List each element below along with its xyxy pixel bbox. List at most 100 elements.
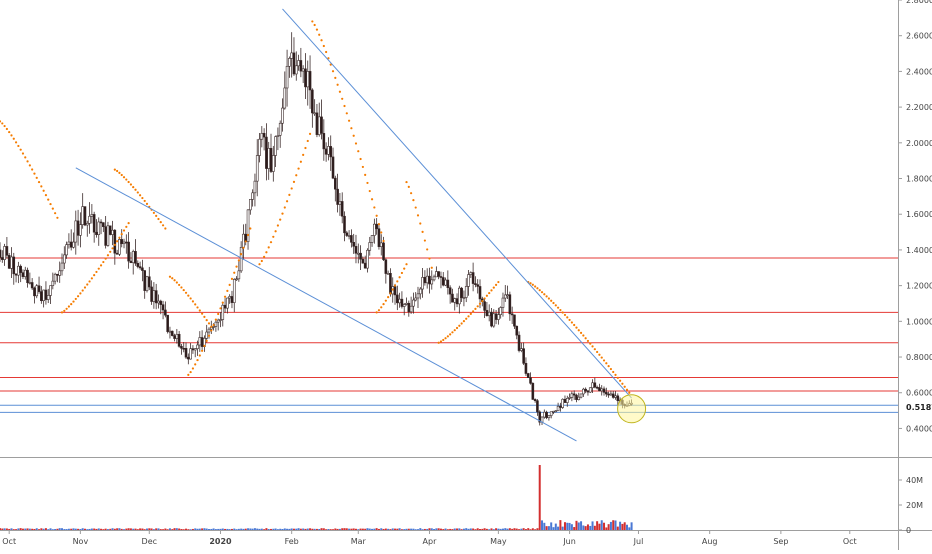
volume-bar xyxy=(616,526,619,530)
sar-dot xyxy=(628,391,631,394)
volume-bar xyxy=(596,521,599,530)
sar-dot xyxy=(405,263,408,266)
volume-bar xyxy=(375,528,378,530)
candle-body xyxy=(118,239,121,255)
sar-dot xyxy=(460,322,463,325)
volume-bar xyxy=(150,528,153,530)
sar-dot xyxy=(607,365,610,368)
sar-dot xyxy=(102,260,105,264)
volume-bar xyxy=(95,528,98,530)
sar-dot xyxy=(226,289,229,292)
time-tick-label: 2020 xyxy=(209,537,232,546)
sar-dot xyxy=(35,176,38,179)
volume-bar xyxy=(511,528,514,530)
candle-body xyxy=(570,393,574,398)
sar-dot xyxy=(51,207,54,210)
sar-dot xyxy=(605,362,608,365)
volume-bar xyxy=(414,529,417,530)
sar-dot xyxy=(205,318,208,322)
candle-body xyxy=(497,314,500,320)
sar-dot xyxy=(228,283,231,286)
candle-body xyxy=(214,321,218,327)
sar-dot xyxy=(175,281,178,284)
volume-bar xyxy=(263,529,266,530)
candle-body xyxy=(274,136,277,156)
candle-body xyxy=(113,229,117,254)
sar-dot xyxy=(423,239,426,242)
price-tick-label: 0.6000 xyxy=(906,389,932,398)
volume-bar xyxy=(118,528,121,530)
candle-body xyxy=(384,259,388,274)
candle-body xyxy=(175,333,179,339)
volume-bar xyxy=(102,529,105,530)
sar-dot xyxy=(455,326,459,330)
sar-dot xyxy=(90,277,93,280)
candle-body xyxy=(379,242,383,247)
candle-body xyxy=(396,294,399,304)
candle-body xyxy=(161,304,165,311)
time-tick-label: Oct xyxy=(843,537,857,546)
trendlines xyxy=(75,8,632,442)
volume-bar xyxy=(366,528,369,530)
sar-dot xyxy=(426,248,429,251)
candle-body xyxy=(306,71,310,88)
candle-body xyxy=(536,400,539,413)
sar-dot xyxy=(132,185,135,189)
candle-body xyxy=(267,148,271,169)
candle-body xyxy=(88,215,91,224)
volume-bar xyxy=(522,528,525,530)
volume-bar xyxy=(70,528,73,530)
sar-dot xyxy=(210,325,213,328)
volume-bar xyxy=(619,521,622,530)
sar-dot xyxy=(589,342,592,345)
sar-dot xyxy=(194,363,197,366)
sar-dot xyxy=(194,303,197,306)
candle-body xyxy=(577,396,581,400)
candle-body xyxy=(205,331,209,339)
candle-body xyxy=(272,155,275,172)
volume-bar xyxy=(382,528,385,530)
volume-bar xyxy=(152,529,155,530)
volume-bar xyxy=(256,528,259,530)
candle-body xyxy=(0,257,4,260)
sar-dot xyxy=(281,212,284,215)
candle-body xyxy=(522,348,525,364)
sar-dot xyxy=(393,284,397,287)
sar-dot xyxy=(242,246,245,249)
volume-bar xyxy=(515,528,518,530)
candle-body xyxy=(51,280,55,286)
parabolic-sar-dots xyxy=(0,20,631,394)
volume-bar xyxy=(433,529,436,530)
sar-dot xyxy=(83,286,87,289)
candle-body xyxy=(150,286,153,302)
candle-body xyxy=(44,289,48,300)
sar-dot xyxy=(449,333,452,336)
volume-bar xyxy=(251,528,254,530)
sar-dot xyxy=(467,315,470,318)
candle-body xyxy=(377,228,381,247)
candle-body xyxy=(187,356,190,360)
volume-bar xyxy=(435,528,438,530)
volume-bar xyxy=(51,529,54,530)
last-price-label: 0.5187 xyxy=(906,403,932,412)
candle-body xyxy=(294,65,298,75)
candle-body xyxy=(423,277,427,284)
candle-body xyxy=(3,246,6,260)
volume-bar xyxy=(359,528,362,530)
volume-bar xyxy=(527,528,530,530)
volume-bar xyxy=(630,522,633,530)
sar-dot xyxy=(127,180,130,184)
sar-dot xyxy=(490,289,493,292)
volume-bar xyxy=(609,521,612,530)
volume-series xyxy=(0,465,633,530)
sar-dot xyxy=(171,277,174,280)
sar-dot xyxy=(347,119,351,122)
candle-body xyxy=(63,254,66,264)
sar-dot xyxy=(97,267,100,270)
candle-body xyxy=(524,363,528,374)
sar-dot xyxy=(191,300,195,303)
candle-body xyxy=(19,265,22,273)
sar-dot xyxy=(556,306,560,309)
